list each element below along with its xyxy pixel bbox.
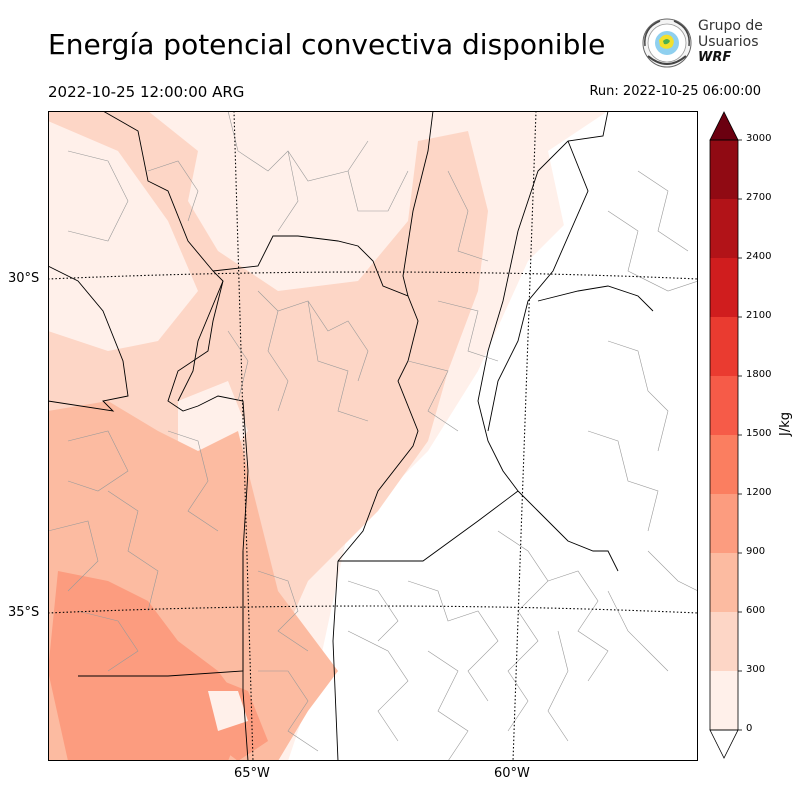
colorbar-segment	[710, 317, 738, 376]
colorbar-tick-label: 0	[746, 723, 753, 734]
run-time: Run: 2022-10-25 06:00:00	[589, 84, 761, 99]
colorbar-segment	[710, 376, 738, 435]
colorbar-tick-label: 600	[746, 605, 766, 616]
colorbar-tick-label: 900	[746, 546, 766, 557]
logo-line-1: Grupo de	[698, 18, 763, 34]
colorbar-tick-label: 1800	[746, 369, 772, 380]
longitude-label-60w: 60°W	[494, 766, 530, 781]
wrf-users-logo: Grupo de Usuarios WRF	[638, 16, 768, 72]
logo-emblem-icon	[642, 18, 692, 68]
colorbar-tick-label: 2400	[746, 251, 772, 262]
colorbar-segment	[710, 671, 738, 730]
colorbar	[709, 111, 742, 759]
colorbar-segment	[710, 612, 738, 671]
colorbar-frame	[709, 139, 739, 731]
colorbar-segment	[710, 435, 738, 494]
valid-time: 2022-10-25 12:00:00 ARG	[48, 83, 245, 101]
province-boundaries	[48, 111, 654, 761]
colorbar-tick-label: 300	[746, 664, 766, 675]
latitude-label-30s: 30°S	[8, 271, 40, 286]
department-boundaries	[48, 111, 698, 761]
colorbar-unit-label: J/kg	[778, 412, 793, 436]
cape-map	[48, 111, 698, 761]
meridian-60w	[512, 111, 537, 761]
colorbar-tick-label: 1500	[746, 428, 772, 439]
longitude-label-65w: 65°W	[234, 766, 270, 781]
colorbar-tick-label: 2700	[746, 192, 772, 203]
logo-line-2: Usuarios	[698, 34, 759, 50]
colorbar-tick-label: 3000	[746, 133, 772, 144]
colorbar-segment	[710, 199, 738, 258]
meridian-65w	[233, 111, 254, 761]
latitude-label-35s: 35°S	[8, 605, 40, 620]
colorbar-tick-label: 2100	[746, 310, 772, 321]
colorbar-extend-top	[709, 111, 739, 141]
map-frame	[48, 111, 698, 761]
colorbar-segment	[710, 553, 738, 612]
colorbar-segment	[710, 140, 738, 199]
colorbar-segment	[710, 258, 738, 317]
colorbar-tick-label: 1200	[746, 487, 772, 498]
colorbar-extend-bottom	[709, 729, 739, 759]
cape-area-0-300-patch-north	[48, 121, 198, 351]
colorbar-segments	[710, 139, 742, 731]
logo-line-3: WRF	[698, 50, 732, 65]
page-title: Energía potencial convectiva disponible	[48, 28, 606, 61]
cape-area-patch-white	[208, 691, 248, 731]
graticule	[48, 111, 698, 761]
colorbar-segment	[710, 494, 738, 553]
